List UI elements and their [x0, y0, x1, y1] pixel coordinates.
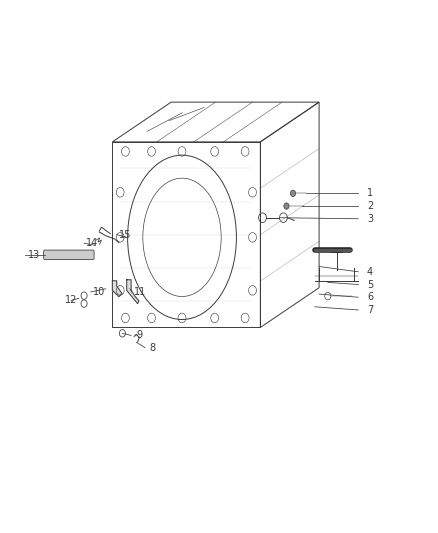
- Circle shape: [284, 203, 289, 209]
- FancyBboxPatch shape: [44, 250, 94, 260]
- Circle shape: [290, 190, 296, 197]
- Polygon shape: [113, 281, 122, 297]
- Polygon shape: [127, 280, 139, 304]
- Text: 11: 11: [134, 287, 146, 297]
- Text: 3: 3: [367, 214, 373, 224]
- Text: 10: 10: [93, 287, 105, 297]
- Text: 12: 12: [64, 295, 77, 305]
- Text: 6: 6: [367, 292, 373, 302]
- Text: 13: 13: [28, 250, 40, 260]
- Text: 14: 14: [86, 238, 99, 248]
- Text: 4: 4: [367, 267, 373, 277]
- Text: 9: 9: [136, 330, 142, 341]
- Text: 8: 8: [149, 343, 155, 353]
- Text: 2: 2: [367, 201, 373, 211]
- Text: 15: 15: [119, 230, 131, 240]
- Text: 1: 1: [367, 188, 373, 198]
- Text: 7: 7: [367, 305, 373, 315]
- Text: 5: 5: [367, 279, 373, 289]
